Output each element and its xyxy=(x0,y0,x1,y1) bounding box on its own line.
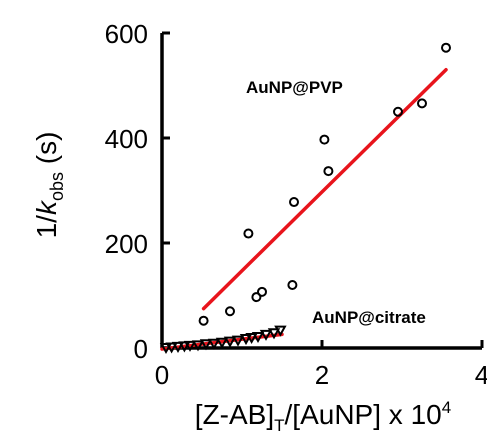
point-aunp-citrate xyxy=(245,333,258,345)
point-aunp-pvp xyxy=(225,306,235,317)
y-tick-label: 200 xyxy=(105,229,148,259)
x-axis-title: [Z-AB]T/[AuNP] x 104 xyxy=(195,398,451,435)
point-aunp-citrate xyxy=(183,340,197,352)
point-aunp-citrate xyxy=(165,342,178,354)
point-aunp-pvp xyxy=(257,286,267,297)
x-axis-title-sub: T xyxy=(274,416,284,435)
point-aunp-citrate xyxy=(231,335,245,347)
y-tick-label: 600 xyxy=(105,19,148,49)
y-axis-title-italic: k xyxy=(31,199,62,215)
point-aunp-pvp xyxy=(251,292,262,303)
point-aunp-citrate xyxy=(267,328,281,340)
point-aunp-citrate xyxy=(251,331,265,343)
point-aunp-pvp xyxy=(289,197,299,208)
annotation-aunp-pvp: AuNP@PVP xyxy=(246,78,343,97)
point-aunp-citrate xyxy=(215,337,229,349)
point-aunp-citrate xyxy=(239,334,253,346)
point-aunp-pvp xyxy=(323,166,334,177)
point-aunp-citrate xyxy=(191,340,205,352)
fit-line-aunp-pvp xyxy=(201,68,448,311)
point-aunp-pvp xyxy=(198,315,209,326)
point-aunp-citrate xyxy=(259,329,273,341)
y-tick-label: 400 xyxy=(105,124,148,154)
annotation-aunp-citrate: AuNP@citrate xyxy=(312,308,426,327)
x-tick-label: 0 xyxy=(155,360,169,390)
point-aunp-pvp xyxy=(417,98,427,109)
point-aunp-citrate xyxy=(171,341,185,353)
point-aunp-pvp xyxy=(287,280,298,290)
chart-text: 0 2 4 0 200 400 600 AuNP@PVP AuNP@citrate [Z-AB]T… xyxy=(31,19,487,435)
x-axis-title-sup: 4 xyxy=(442,398,451,417)
point-aunp-citrate xyxy=(159,342,173,355)
y-axis-title-rest: (s) xyxy=(31,132,62,172)
x-axis-title-main: [Z-AB] xyxy=(195,399,274,430)
data-points xyxy=(159,42,451,355)
x-tick-label: 4 xyxy=(475,360,487,390)
point-aunp-citrate xyxy=(199,339,213,351)
y-tick-label: 0 xyxy=(134,334,148,364)
x-tick-label: 2 xyxy=(315,360,329,390)
point-aunp-pvp xyxy=(441,42,451,53)
y-axis-title-sub: obs xyxy=(47,172,67,201)
point-aunp-pvp xyxy=(243,228,254,239)
point-aunp-citrate xyxy=(207,338,221,350)
point-aunp-citrate xyxy=(223,336,237,348)
point-aunp-citrate xyxy=(274,325,287,337)
point-aunp-pvp xyxy=(393,106,403,117)
y-axis-title-main: 1/ xyxy=(31,215,62,239)
x-axis-title-rest: /[AuNP] x 10 xyxy=(285,399,442,430)
point-aunp-pvp xyxy=(319,134,330,145)
y-axis-title: 1/kobs (s) xyxy=(31,132,67,239)
point-aunp-citrate xyxy=(178,341,191,353)
